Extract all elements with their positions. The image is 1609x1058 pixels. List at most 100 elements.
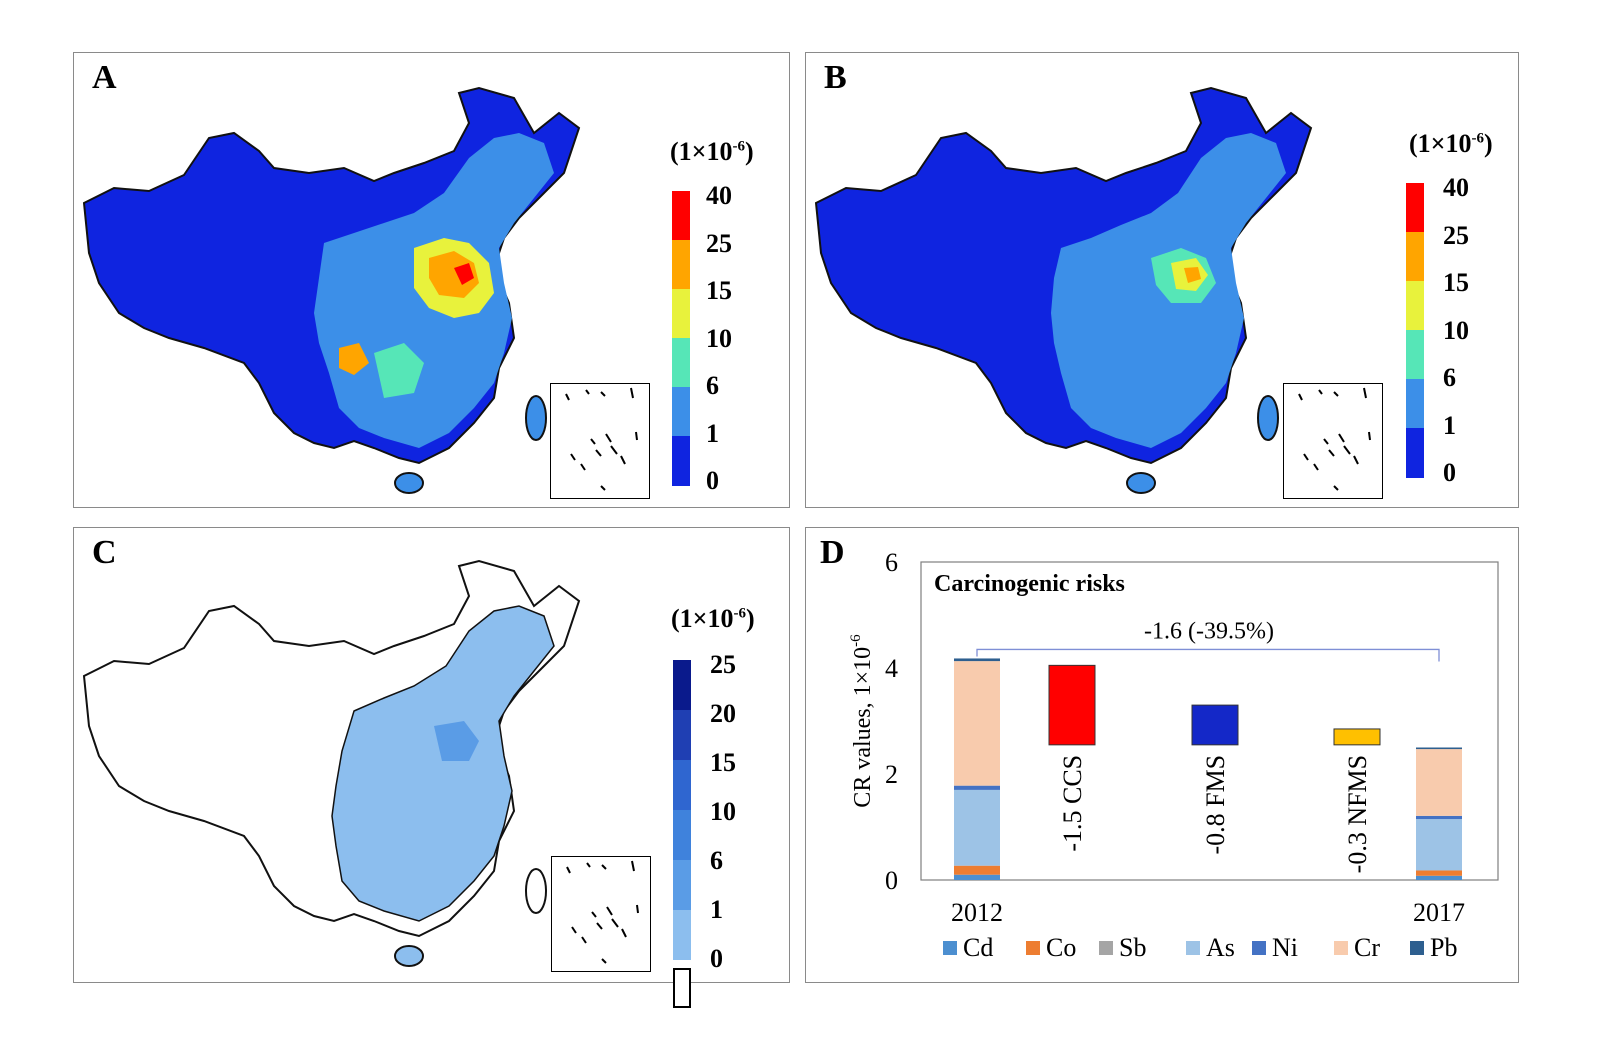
china-map-a	[82, 86, 581, 494]
legend-label-cd: Cd	[963, 933, 993, 962]
bar-2017-co	[1416, 870, 1462, 876]
panel-c-label: C	[92, 534, 117, 571]
legend-tick-b-2: 15	[1443, 268, 1469, 297]
bar-2017-ni	[1416, 815, 1462, 820]
legend-color-b-4	[1406, 379, 1424, 429]
legend-tick-b-4: 6	[1443, 363, 1456, 392]
legend-tick-c-5: 1	[710, 895, 723, 924]
legend-tick-a-0: 40	[706, 181, 732, 210]
legend-color-b-5	[1406, 428, 1424, 478]
bracket-label: -1.6 (-39.5%)	[1144, 618, 1274, 644]
legend-tick-b-3: 10	[1443, 315, 1469, 345]
waterfall-label-2: -0.3 NFMS	[1343, 755, 1372, 873]
legend-color-c-3	[673, 810, 691, 860]
legend-tick-a-4: 6	[706, 371, 719, 400]
legend-color-a-2	[672, 289, 690, 339]
legend-label-sb: Sb	[1119, 933, 1146, 962]
legend-color-b-1	[1406, 232, 1424, 282]
bar-2012-cd	[954, 874, 1000, 880]
inset-map-c	[551, 856, 651, 972]
legend-label-cr: Cr	[1354, 933, 1380, 962]
legend-color-c-4	[673, 860, 691, 910]
china-map-c	[82, 559, 581, 967]
change-bracket	[976, 648, 1440, 662]
legend-title-b: (1×10-6)	[1409, 129, 1493, 158]
south-china-sea-inset-b	[1298, 387, 1371, 491]
bar-2012-co	[954, 865, 1000, 875]
legend-color-a-5	[672, 436, 690, 486]
legend-color-b-0	[1406, 183, 1424, 233]
south-china-sea-inset-c	[566, 860, 639, 964]
bar-2017-cd	[1416, 875, 1462, 880]
legend-swatch-co	[1026, 941, 1040, 955]
bar-2017-cr	[1416, 749, 1462, 816]
panel-d-label: D	[820, 534, 845, 571]
y-tick-label-2: 2	[885, 760, 898, 789]
legend-swatch-ni	[1252, 941, 1266, 955]
legend-color-c-6	[673, 968, 691, 1008]
legend-color-a-4	[672, 387, 690, 437]
legend-tick-c-6: 0	[710, 944, 723, 973]
legend-swatch-sb	[1099, 941, 1113, 955]
legend-tick-a-3: 10	[706, 323, 732, 353]
panel-b-label: B	[824, 59, 847, 96]
legend-label-ni: Ni	[1272, 933, 1298, 962]
waterfall-bar-2	[1333, 728, 1381, 746]
legend-tick-b-6: 0	[1443, 458, 1456, 487]
y-axis-label: CR values, 1×10-6	[848, 634, 876, 808]
bar-2012-cr	[954, 661, 1000, 786]
legend-swatch-cr	[1334, 941, 1348, 955]
legend-swatch-pb	[1410, 941, 1424, 955]
legend-color-c-2	[673, 760, 691, 810]
bar-2012-ni	[954, 785, 1000, 790]
legend-tick-c-1: 20	[710, 699, 736, 728]
waterfall-bar-0	[1048, 664, 1096, 746]
panel-a-label: A	[92, 59, 117, 96]
chart-title: Carcinogenic risks	[934, 571, 1125, 597]
legend-tick-a-1: 25	[706, 228, 732, 258]
legend-tick-a-6: 0	[706, 466, 719, 495]
y-tick-label-4: 4	[885, 654, 898, 683]
legend-title-a: (1×10-6)	[670, 137, 754, 166]
legend-label-as: As	[1206, 933, 1235, 962]
bar-2012-as	[954, 789, 1000, 866]
plot-area-frame	[920, 561, 1499, 881]
legend-swatch-cd	[943, 941, 957, 955]
bar-2017-as	[1416, 819, 1462, 871]
legend-color-a-1	[672, 240, 690, 290]
legend-color-c-5	[673, 910, 691, 960]
legend-tick-b-0: 40	[1443, 173, 1469, 202]
legend-swatch-as	[1186, 941, 1200, 955]
china-map-b	[814, 86, 1313, 494]
legend-color-b-2	[1406, 281, 1424, 331]
legend-label-pb: Pb	[1430, 933, 1457, 962]
legend-title-c: (1×10-6)	[671, 604, 755, 633]
bar-2012-pb	[954, 658, 1000, 662]
legend-tick-a-5: 1	[706, 418, 719, 448]
legend-color-a-3	[672, 338, 690, 388]
legend-tick-c-3: 10	[710, 797, 736, 826]
x-label-2017: 2017	[1413, 898, 1465, 927]
legend-color-b-3	[1406, 330, 1424, 380]
legend-color-c-1	[673, 710, 691, 760]
legend-tick-c-4: 6	[710, 846, 723, 875]
inset-map-b	[1283, 383, 1383, 499]
legend-color-c-0	[673, 660, 691, 710]
legend-tick-a-2: 15	[706, 276, 732, 305]
y-tick-label-0: 0	[885, 866, 898, 895]
panel-a: A (1×10-6) 40 25 15 10 6 1 0	[73, 52, 790, 508]
legend-tick-b-1: 25	[1443, 220, 1469, 250]
waterfall-label-1: -0.8 FMS	[1201, 755, 1230, 855]
waterfall-bar-1	[1191, 704, 1239, 746]
panel-c: C (1×10-6) 25 20 15 10 6 1 0	[73, 527, 790, 1008]
legend-label-co: Co	[1046, 933, 1076, 962]
south-china-sea-inset-a	[565, 387, 638, 491]
bar-2017-pb	[1416, 747, 1462, 750]
panel-d: D 0 2 4 6 CR values, 1×10-6 Carcinogenic risk…	[805, 527, 1519, 983]
waterfall-label-0: -1.5 CCS	[1058, 755, 1087, 852]
legend-tick-c-2: 15	[710, 748, 736, 777]
x-label-2012: 2012	[951, 898, 1003, 927]
panel-b: B (1×10-6) 40 25 15 10 6 1 0	[805, 52, 1519, 508]
legend-tick-c-0: 25	[710, 650, 736, 679]
